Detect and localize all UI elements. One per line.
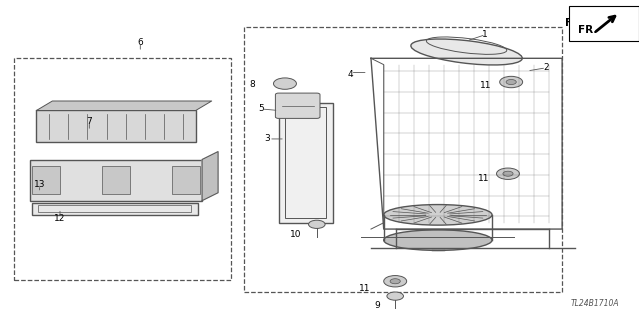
FancyBboxPatch shape [275,93,320,118]
Text: FR.: FR. [570,19,588,28]
Bar [102,166,130,194]
Text: 10: 10 [290,230,301,239]
Circle shape [503,171,513,176]
Text: FR.: FR. [565,18,584,28]
Polygon shape [202,152,218,201]
FancyBboxPatch shape [568,6,639,41]
Bar [244,27,562,292]
Bar [14,58,231,280]
Bar [172,166,200,194]
Bar [30,160,202,201]
Text: 6: 6 [138,38,143,47]
Ellipse shape [411,39,522,65]
Bar [36,110,196,142]
Polygon shape [36,101,212,110]
Circle shape [497,168,520,179]
Text: TL24B1710A: TL24B1710A [571,299,620,308]
Text: 11: 11 [478,174,490,183]
Bar [38,205,191,212]
Bar [285,107,326,218]
Circle shape [500,76,523,88]
Ellipse shape [384,230,492,250]
Circle shape [384,276,406,287]
Circle shape [273,78,296,89]
Circle shape [390,279,400,284]
Text: 11: 11 [480,81,492,90]
Text: FR.: FR. [578,25,598,34]
Text: 9: 9 [374,301,380,310]
Ellipse shape [384,204,492,225]
Bar [32,166,60,194]
Text: 12: 12 [54,213,66,222]
Text: 7: 7 [86,117,92,126]
Circle shape [387,292,403,300]
Text: 3: 3 [264,134,270,144]
Circle shape [506,79,516,85]
Text: 13: 13 [34,180,45,189]
Bar [32,203,198,215]
Text: 2: 2 [543,63,549,72]
Circle shape [308,220,325,228]
Text: 1: 1 [481,30,487,39]
Text: 8: 8 [249,80,255,89]
Text: 5: 5 [258,104,264,113]
Bar [278,103,333,223]
Text: 4: 4 [348,70,353,78]
Text: 11: 11 [359,284,371,293]
